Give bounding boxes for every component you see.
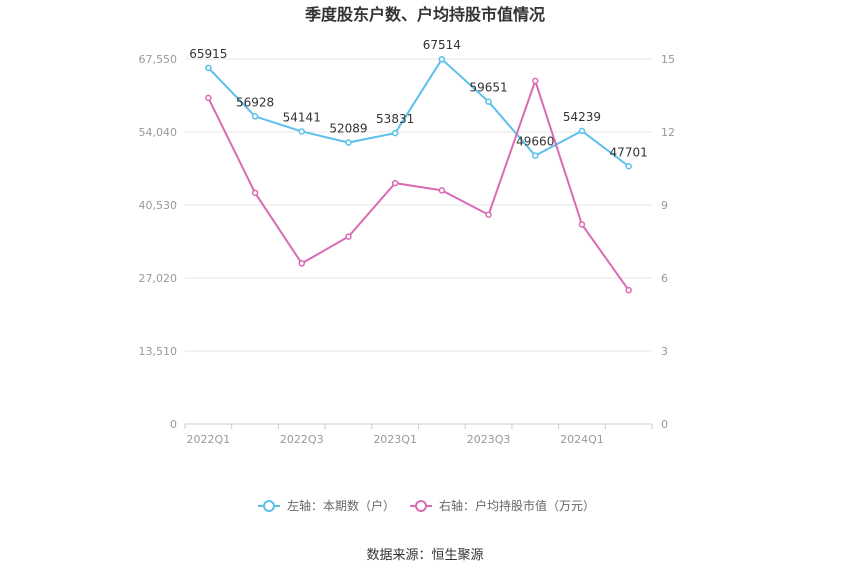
data-label: 49660 [516,135,554,149]
chart-title: 季度股东户数、户均持股市值情况 [304,5,545,24]
left-axis: 0 13,510 27,020 40,530 54,040 67,550 [139,53,178,431]
source-note: 数据来源：恒生聚源 [366,548,483,563]
right-tick-label: 12 [661,126,675,139]
data-point[interactable] [438,55,446,63]
data-point[interactable] [532,77,539,85]
data-point[interactable] [298,260,305,267]
legend-item-2[interactable]: 右轴：户均持股市值（万元） [410,498,595,513]
legend-marker [263,500,275,512]
left-tick-label: 0 [170,418,177,431]
data-point[interactable] [391,129,399,137]
data-label: 65915 [189,47,227,61]
right-tick-label: 0 [661,418,668,431]
data-point[interactable] [205,94,212,102]
data-label: 52089 [329,122,367,136]
data-point[interactable] [625,286,632,294]
x-axis: 2022Q1 2022Q3 2023Q1 2023Q3 2024Q1 [184,424,653,446]
data-point[interactable] [251,189,259,197]
series-line-2 [207,77,630,291]
legend-item-1[interactable]: 左轴：本期数（户） [258,498,395,513]
data-point[interactable] [345,233,352,240]
data-point[interactable] [438,187,446,194]
right-tick-label: 6 [661,272,668,285]
data-label: 53831 [376,112,414,126]
data-label: 56928 [236,95,274,109]
left-tick-label: 13,510 [139,345,178,358]
right-tick-label: 3 [661,345,668,358]
data-point[interactable] [532,152,539,159]
left-tick-label: 67,550 [139,53,178,66]
data-point[interactable] [205,64,212,72]
x-tick-label: 2024Q1 [560,433,604,446]
data-point[interactable] [251,113,259,120]
data-label: 59651 [469,81,507,95]
x-tick-label: 2022Q3 [280,433,324,446]
right-tick-label: 15 [661,53,675,66]
legend-marker [415,500,427,512]
data-point[interactable] [298,128,305,135]
data-point[interactable] [391,179,399,187]
x-tick-label: 2023Q1 [373,433,417,446]
legend-label: 右轴：户均持股市值（万元） [439,498,595,513]
left-tick-label: 27,020 [139,272,178,285]
right-axis: 0 3 6 9 12 15 [661,53,675,431]
data-label: 54239 [563,110,601,124]
data-point[interactable] [485,98,492,105]
right-tick-label: 9 [661,199,668,212]
data-point[interactable] [485,211,492,218]
legend-label: 左轴：本期数（户） [287,498,395,513]
x-tick-label: 2023Q3 [467,433,511,446]
left-tick-label: 54,040 [139,126,178,139]
series-group: 65915 56928 54141 52089 53831 67514 59651 49660… [189,38,648,294]
data-point[interactable] [578,221,586,228]
data-point[interactable] [345,139,352,146]
data-label: 67514 [423,38,461,52]
x-tick-label: 2022Q1 [187,433,231,446]
data-label: 47701 [610,145,648,159]
data-point[interactable] [578,127,586,135]
data-label: 54141 [283,110,321,124]
series-line-1 [207,57,630,168]
left-tick-label: 40,530 [139,199,178,212]
data-point[interactable] [625,163,632,170]
legend[interactable]: 左轴：本期数（户） 右轴：户均持股市值（万元） [258,498,595,513]
